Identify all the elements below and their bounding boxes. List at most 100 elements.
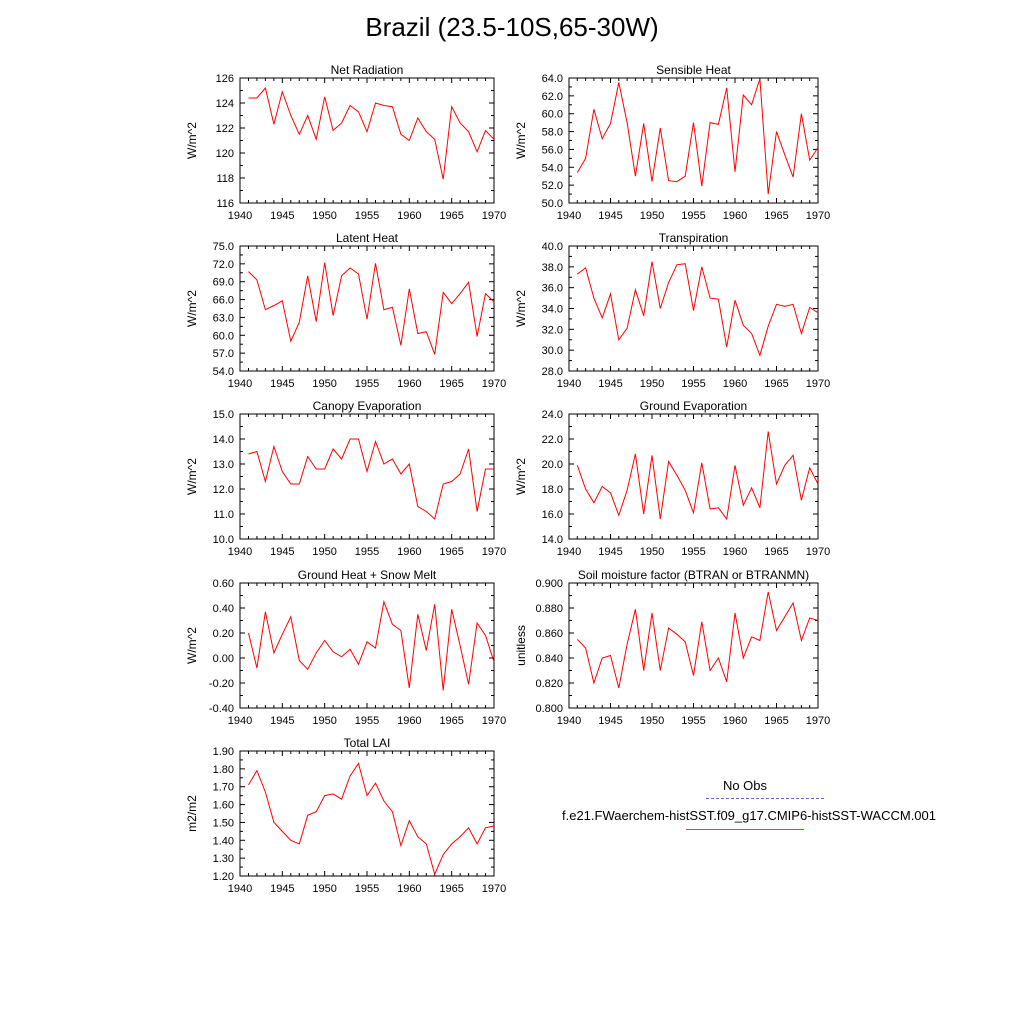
y-axis-label: m2/m2 (185, 795, 199, 832)
series-line (248, 599, 495, 691)
x-tick-label: 1955 (355, 210, 379, 222)
x-tick-label: 1950 (640, 378, 664, 390)
x-tick-label: 1945 (598, 210, 622, 222)
x-tick-label: 1965 (439, 715, 463, 727)
y-tick-label: 0.840 (535, 653, 563, 665)
y-tick-label: 66.0 (213, 295, 234, 307)
x-tick-label: 1940 (228, 883, 252, 895)
x-tick-label: 1940 (228, 715, 252, 727)
x-tick-label: 1955 (355, 378, 379, 390)
panel-title: Total LAI (344, 736, 391, 750)
series-line (248, 762, 495, 876)
x-tick-label: 1970 (482, 715, 506, 727)
y-tick-label: 20.0 (542, 459, 563, 471)
x-tick-label: 1940 (557, 715, 581, 727)
y-tick-label: 1.80 (213, 764, 234, 776)
y-tick-label: 1.50 (213, 817, 234, 829)
series-line (576, 431, 819, 521)
y-tick-label: 14.0 (542, 534, 563, 546)
y-tick-label: 15.0 (213, 409, 234, 421)
x-tick-label: 1940 (557, 546, 581, 558)
x-tick-label: 1960 (723, 210, 747, 222)
y-tick-label: 72.0 (213, 259, 234, 271)
legend-model-line (686, 829, 804, 830)
y-tick-label: 58.0 (542, 127, 563, 139)
y-tick-label: 75.0 (213, 241, 234, 253)
y-tick-label: 10.0 (213, 534, 234, 546)
x-tick-label: 1970 (482, 210, 506, 222)
panel-4: 1940 1945 1950 1955 1960 1965 1970 10.0 11.0 12.0… (185, 399, 506, 558)
x-tick-label: 1950 (640, 715, 664, 727)
plot-frame (239, 413, 495, 540)
x-tick-label: 1965 (764, 210, 788, 222)
x-tick-label: 1955 (355, 883, 379, 895)
series-line (576, 591, 819, 689)
y-tick-label: 0.800 (535, 703, 563, 715)
series-line (577, 261, 819, 357)
y-tick-label: 69.0 (213, 277, 234, 289)
x-tick-label: 1970 (806, 546, 830, 558)
x-tick-label: 1940 (228, 210, 252, 222)
y-tick-label: 63.0 (213, 312, 234, 324)
x-tick-label: 1945 (598, 546, 622, 558)
y-tick-label: 28.0 (542, 366, 563, 378)
plot-frame (239, 245, 495, 372)
x-tick-label: 1970 (806, 715, 830, 727)
x-tick-label: 1960 (397, 546, 421, 558)
panel-0: 1940 1945 1950 1955 1960 1965 1970 116 118 120 122… (185, 63, 506, 222)
y-tick-label: 126 (216, 73, 234, 85)
y-tick-label: 11.0 (213, 509, 234, 521)
y-tick-label: 0.40 (213, 603, 234, 615)
y-axis-label: W/m^2 (185, 627, 199, 664)
y-tick-label: 40.0 (542, 241, 563, 253)
y-tick-label: 54.0 (542, 162, 563, 174)
x-tick-label: 1955 (681, 378, 705, 390)
panel-title: Ground Evaporation (640, 399, 747, 413)
series-line (248, 86, 495, 180)
x-tick-label: 1960 (723, 546, 747, 558)
x-tick-label: 1955 (355, 715, 379, 727)
x-tick-label: 1970 (482, 546, 506, 558)
panel-6: 1940 1945 1950 1955 1960 1965 1970 -0.40 -0.20 0.… (185, 568, 506, 727)
x-tick-label: 1960 (397, 210, 421, 222)
y-axis-label: W/m^2 (514, 122, 528, 159)
panel-2: 1940 1945 1950 1955 1960 1965 1970 54.0 57.0 60.0… (185, 231, 506, 390)
panel-5: 1940 1945 1950 1955 1960 1965 1970 14.0 16.0 18.0… (514, 399, 830, 558)
x-tick-label: 1945 (270, 715, 294, 727)
x-tick-label: 1955 (355, 546, 379, 558)
x-tick-label: 1950 (640, 546, 664, 558)
y-tick-label: 1.90 (213, 746, 234, 758)
x-tick-label: 1945 (598, 715, 622, 727)
y-tick-label: 22.0 (542, 434, 563, 446)
y-tick-label: 54.0 (213, 366, 234, 378)
y-tick-label: 1.40 (213, 835, 234, 847)
y-tick-label: 0.60 (213, 578, 234, 590)
y-tick-label: 64.0 (542, 73, 563, 85)
panel-title: Net Radiation (331, 63, 404, 77)
y-tick-label: 57.0 (213, 348, 234, 360)
y-axis-label: unitless (514, 625, 528, 666)
y-tick-label: 30.0 (542, 345, 563, 357)
y-axis-label: W/m^2 (514, 290, 528, 327)
y-tick-label: 16.0 (542, 509, 563, 521)
y-tick-label: 0.900 (535, 578, 563, 590)
x-tick-label: 1965 (439, 546, 463, 558)
y-tick-label: 0.860 (535, 628, 563, 640)
plot-frame (568, 582, 819, 709)
x-tick-label: 1950 (312, 210, 336, 222)
legend-obs-label: No Obs (722, 778, 768, 793)
y-tick-label: 0.20 (213, 628, 234, 640)
x-tick-label: 1965 (764, 546, 788, 558)
panel-3: 1940 1945 1950 1955 1960 1965 1970 28.0 30.0 32.0… (514, 231, 830, 390)
panel-title: Ground Heat + Snow Melt (298, 568, 437, 582)
y-tick-label: 0.820 (535, 678, 563, 690)
x-tick-label: 1950 (312, 883, 336, 895)
plot-frame (239, 77, 495, 204)
x-tick-label: 1965 (439, 210, 463, 222)
y-tick-label: 56.0 (542, 144, 563, 156)
y-tick-label: 122 (216, 123, 234, 135)
x-tick-label: 1955 (681, 715, 705, 727)
y-axis-label: W/m^2 (514, 458, 528, 495)
y-tick-label: 38.0 (542, 262, 563, 274)
x-tick-label: 1965 (764, 715, 788, 727)
